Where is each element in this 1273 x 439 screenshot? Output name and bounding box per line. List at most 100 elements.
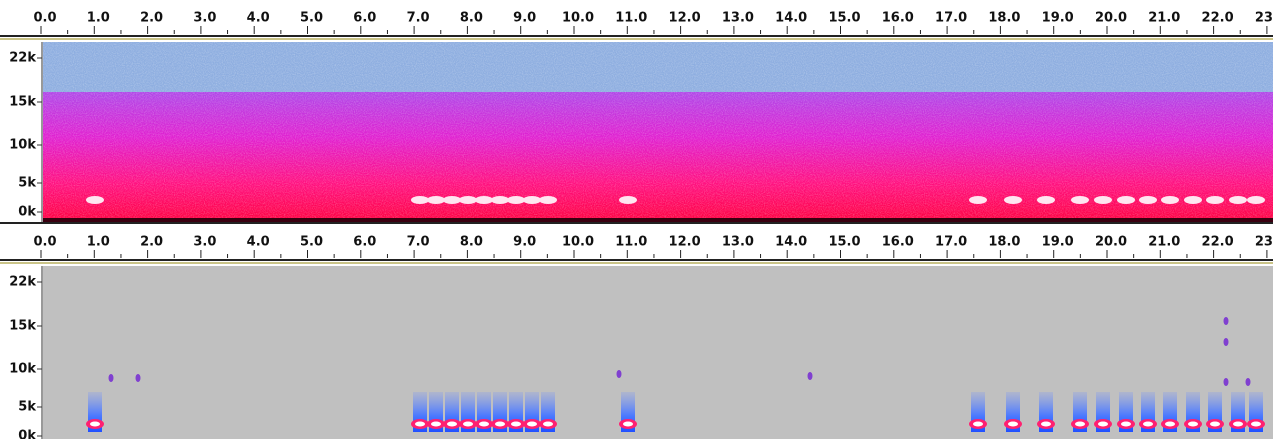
ruler-label: 20.0 xyxy=(1095,11,1127,26)
ruler-label: 8.0 xyxy=(460,235,483,250)
bird-call-peak xyxy=(1233,422,1243,427)
ruler-label: 3.0 xyxy=(193,11,216,26)
bird-call-peak xyxy=(1008,422,1018,427)
bird-call-peak xyxy=(1188,422,1198,427)
isolated-note xyxy=(808,372,813,380)
bird-call-energy xyxy=(1037,196,1055,204)
ruler-label: 2.0 xyxy=(140,11,163,26)
ruler-label: 15.0 xyxy=(828,235,860,250)
bird-call-peak xyxy=(1121,422,1131,427)
axis-label: 10k xyxy=(9,138,36,153)
ruler-label: 18.0 xyxy=(988,11,1020,26)
bird-call-peak xyxy=(447,422,457,427)
bird-call-peak xyxy=(479,422,489,427)
ruler-label: 9.0 xyxy=(513,235,536,250)
isolated-note xyxy=(617,370,622,378)
axis-label: 10k xyxy=(9,362,36,377)
ruler-label: 4.0 xyxy=(247,235,270,250)
bird-call-energy xyxy=(1071,196,1089,204)
ruler-label: 16.0 xyxy=(882,235,914,250)
ruler-label: 15.0 xyxy=(828,11,860,26)
ruler-label: 22.0 xyxy=(1202,11,1234,26)
bird-call-energy xyxy=(459,196,477,204)
ruler-label: 3.0 xyxy=(193,235,216,250)
ruler-label: 19.0 xyxy=(1042,235,1074,250)
bird-call-peak xyxy=(543,422,553,427)
ruler-label: 1.0 xyxy=(87,235,110,250)
bird-call-peak xyxy=(90,422,100,427)
bird-call-energy xyxy=(86,196,104,204)
ruler-label: 6.0 xyxy=(353,235,376,250)
isolated-note xyxy=(1224,378,1229,386)
bird-call-peak xyxy=(1143,422,1153,427)
ruler-label: 16.0 xyxy=(882,11,914,26)
ruler-label: 1.0 xyxy=(87,11,110,26)
bird-call-peak xyxy=(1075,422,1085,427)
bird-call-energy xyxy=(1139,196,1157,204)
bird-call-peak xyxy=(431,422,441,427)
bird-call-peak xyxy=(1041,422,1051,427)
ruler-label: 22.0 xyxy=(1202,235,1234,250)
bird-call-energy xyxy=(1247,196,1265,204)
bird-call-energy xyxy=(523,196,541,204)
bird-call-peak xyxy=(415,422,425,427)
bird-call-peak xyxy=(1098,422,1108,427)
ruler-label: 23.0 xyxy=(1255,11,1273,26)
bird-call-peak xyxy=(463,422,473,427)
ruler-label: 6.0 xyxy=(353,11,376,26)
bird-call-energy xyxy=(1206,196,1224,204)
axis-label: 22k xyxy=(9,275,36,290)
ruler-label: 14.0 xyxy=(775,11,807,26)
ruler-label: 0.0 xyxy=(33,235,56,250)
axis-label: 0k xyxy=(18,429,36,439)
bird-call-peak xyxy=(495,422,505,427)
bird-call-energy xyxy=(1094,196,1112,204)
spectrogram-floor xyxy=(43,218,1273,222)
axis-label: 15k xyxy=(9,319,36,334)
bird-call-energy xyxy=(1161,196,1179,204)
ruler-label: 19.0 xyxy=(1042,11,1074,26)
ruler-label: 8.0 xyxy=(460,11,483,26)
ruler-label: 17.0 xyxy=(935,235,967,250)
ruler-label: 7.0 xyxy=(407,235,430,250)
bird-call-peak xyxy=(527,422,537,427)
bird-call-energy xyxy=(411,196,429,204)
ruler-label: 7.0 xyxy=(407,11,430,26)
spectrogram-noise xyxy=(43,42,1273,222)
ruler-label: 5.0 xyxy=(300,11,323,26)
bird-call-peak xyxy=(1165,422,1175,427)
bird-call-energy xyxy=(1117,196,1135,204)
bird-call-energy xyxy=(491,196,509,204)
spectrogram-body xyxy=(43,266,1273,439)
bird-call-peak xyxy=(1251,422,1261,427)
bird-call-energy xyxy=(1184,196,1202,204)
axis-label: 15k xyxy=(9,95,36,110)
ruler-label: 2.0 xyxy=(140,235,163,250)
bird-call-peak xyxy=(511,422,521,427)
ruler-label: 11.0 xyxy=(615,235,647,250)
bird-call-peak xyxy=(973,422,983,427)
axis-label: 0k xyxy=(18,205,36,220)
bird-call-energy xyxy=(507,196,525,204)
bird-call-energy xyxy=(1229,196,1247,204)
bird-call-energy xyxy=(1004,196,1022,204)
isolated-note xyxy=(109,374,114,382)
ruler-label: 18.0 xyxy=(988,235,1020,250)
ruler-label: 13.0 xyxy=(722,235,754,250)
ruler-label: 4.0 xyxy=(247,11,270,26)
ruler-label: 9.0 xyxy=(513,11,536,26)
audacity-spectrogram-view: 0.01.02.03.04.05.06.07.08.09.010.011.012… xyxy=(0,0,1273,439)
bird-call-energy xyxy=(969,196,987,204)
ruler-label: 11.0 xyxy=(615,11,647,26)
bird-call-energy xyxy=(427,196,445,204)
ruler-label: 10.0 xyxy=(562,11,594,26)
ruler-label: 21.0 xyxy=(1148,235,1180,250)
ruler-label: 23.0 xyxy=(1255,235,1273,250)
bird-call-peak xyxy=(1210,422,1220,427)
ruler-label: 13.0 xyxy=(722,11,754,26)
ruler-label: 17.0 xyxy=(935,11,967,26)
isolated-note xyxy=(1224,317,1229,325)
ruler-label: 5.0 xyxy=(300,235,323,250)
